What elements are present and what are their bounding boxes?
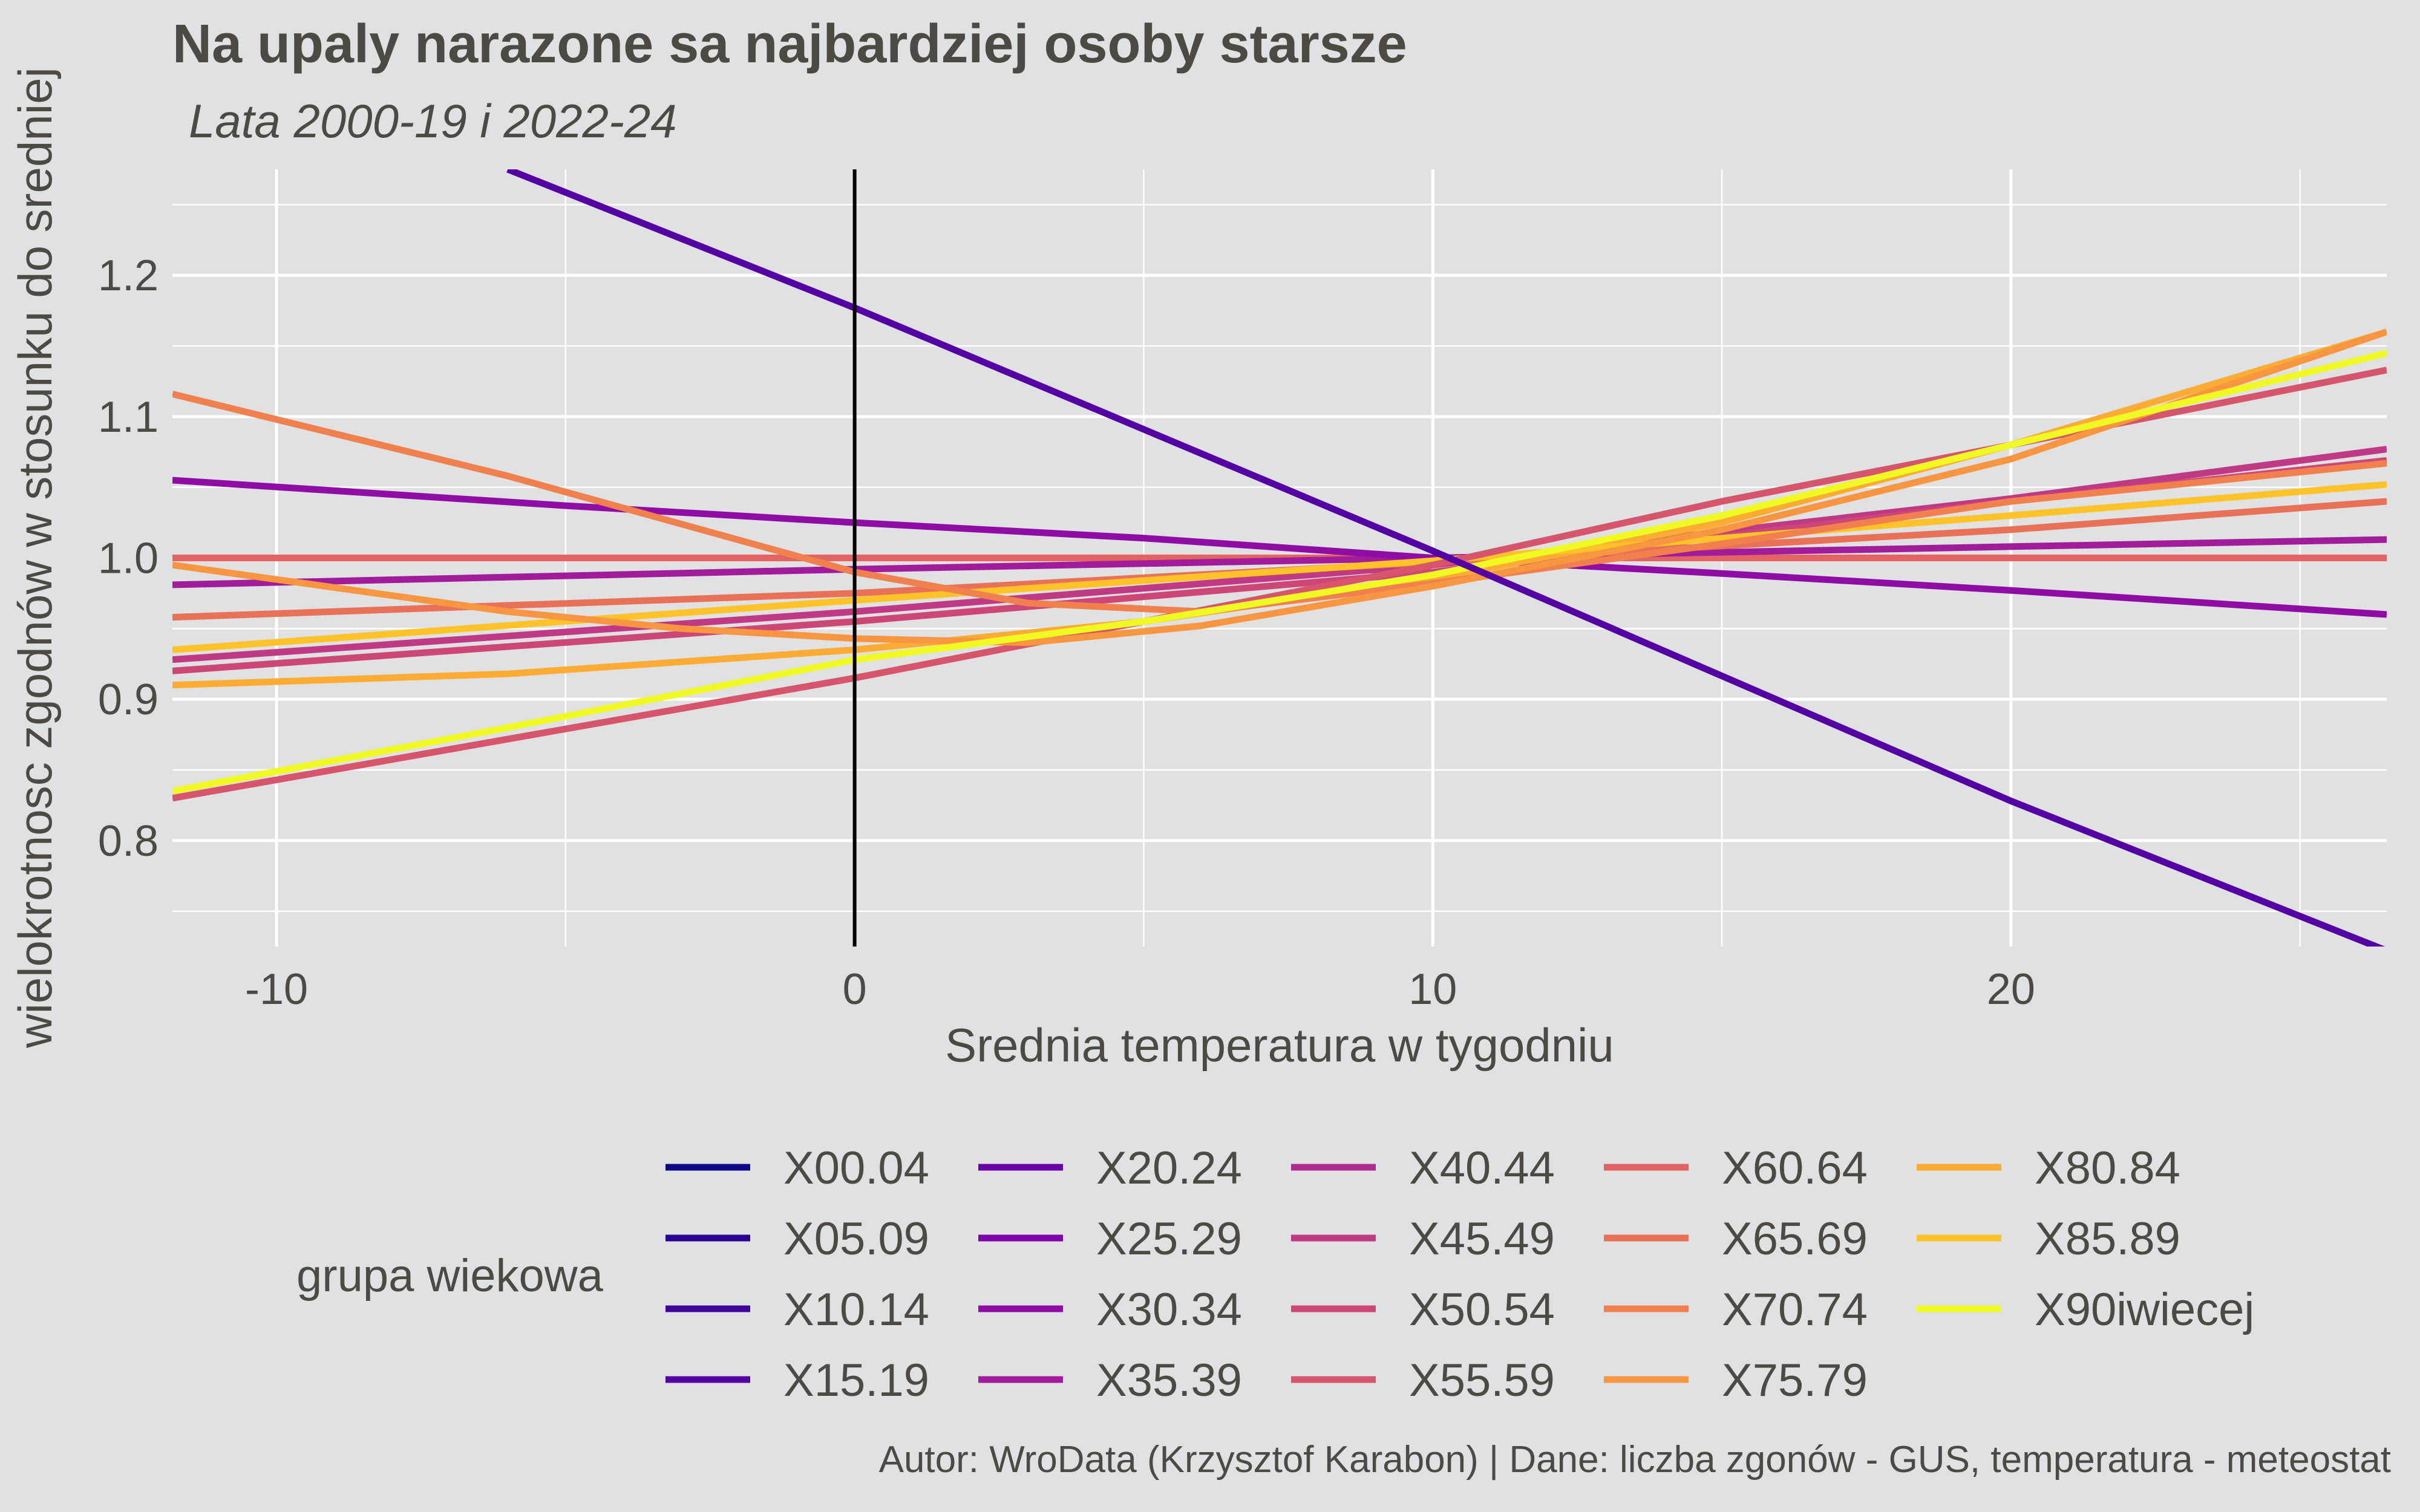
legend-item: X00.04: [666, 1142, 929, 1194]
legend-item: X35.39: [978, 1355, 1242, 1406]
x-tick-label: 0: [843, 965, 867, 1014]
legend-item: X20.24: [978, 1142, 1242, 1194]
x-tick-label: 20: [1987, 965, 2035, 1014]
legend-item: X25.29: [978, 1213, 1242, 1265]
legend-label: X90iwiecej: [2035, 1284, 2254, 1335]
x-tick-label: 10: [1408, 965, 1457, 1014]
legend-label: X30.34: [1096, 1284, 1242, 1335]
legend-item: X50.54: [1291, 1284, 1555, 1335]
x-tick-label: -10: [245, 965, 308, 1014]
legend-item: X05.09: [666, 1213, 929, 1265]
legend-label: X55.59: [1409, 1355, 1555, 1406]
legend-label: X15.19: [783, 1355, 929, 1406]
y-tick-label: 1.2: [98, 252, 159, 300]
legend-label: X05.09: [783, 1213, 929, 1265]
y-tick-label: 0.8: [98, 817, 159, 865]
legend-item: X70.74: [1604, 1284, 1868, 1335]
x-axis-title: Srednia temperatura w tygodniu: [945, 1018, 1614, 1072]
y-tick-label: 0.9: [98, 676, 159, 724]
legend-label: X80.84: [2035, 1142, 2180, 1194]
legend-label: X60.64: [1722, 1142, 1868, 1194]
legend-item: X60.64: [1604, 1142, 1868, 1194]
legend-label: X70.74: [1722, 1284, 1868, 1335]
legend-label: X20.24: [1096, 1142, 1242, 1194]
y-axis-title: wielokrotnosc zgodnów w stosunku do sred…: [8, 67, 62, 1049]
legend-item: X65.69: [1604, 1213, 1868, 1265]
legend-item: X40.44: [1291, 1142, 1555, 1194]
legend-label: X10.14: [783, 1284, 929, 1335]
chart-subtitle: Lata 2000-19 i 2022-24: [189, 94, 677, 148]
y-tick-label: 1.0: [98, 535, 159, 583]
legend-label: X00.04: [783, 1142, 929, 1194]
legend: grupa wiekowa X00.04 X05.09 X10.14 X15.19 X2…: [296, 1142, 2254, 1406]
legend-item: X55.59: [1291, 1355, 1555, 1406]
legend-label: X25.29: [1096, 1213, 1242, 1265]
legend-label: X40.44: [1409, 1142, 1555, 1194]
legend-item: X85.89: [1917, 1213, 2180, 1265]
source-caption: Autor: WroData (Krzysztof Karabon) | Dan…: [878, 1439, 2391, 1481]
series-line-x80-84: [172, 328, 2387, 689]
legend-item: X15.19: [666, 1355, 929, 1406]
legend-item: X10.14: [666, 1284, 929, 1335]
series-line-x75-79: [172, 328, 2387, 647]
legend-label: X85.89: [2035, 1213, 2180, 1265]
legend-label: X50.54: [1409, 1284, 1555, 1335]
chart-title: Na upaly narazone sa najbardziej osoby s…: [172, 14, 1407, 74]
legend-title: grupa wiekowa: [296, 1250, 604, 1302]
series-group: [172, 169, 2387, 947]
y-tick-label: 1.1: [98, 393, 159, 442]
legend-item: X90iwiecej: [1917, 1284, 2254, 1335]
series-line-x90iwiecej: [172, 350, 2387, 795]
legend-item: X30.34: [978, 1284, 1242, 1335]
legend-item: X75.79: [1604, 1355, 1868, 1406]
legend-item: X80.84: [1917, 1142, 2180, 1194]
legend-label: X75.79: [1722, 1355, 1868, 1406]
legend-label: X65.69: [1722, 1213, 1868, 1265]
legend-label: X45.49: [1409, 1213, 1555, 1265]
series-line-x15-19: [506, 169, 2386, 947]
series-line-x85-89: [172, 481, 2387, 653]
legend-label: X35.39: [1096, 1355, 1242, 1406]
legend-item: X45.49: [1291, 1213, 1555, 1265]
axes: Srednia temperatura w tygodniu wielokrot…: [8, 67, 2035, 1072]
